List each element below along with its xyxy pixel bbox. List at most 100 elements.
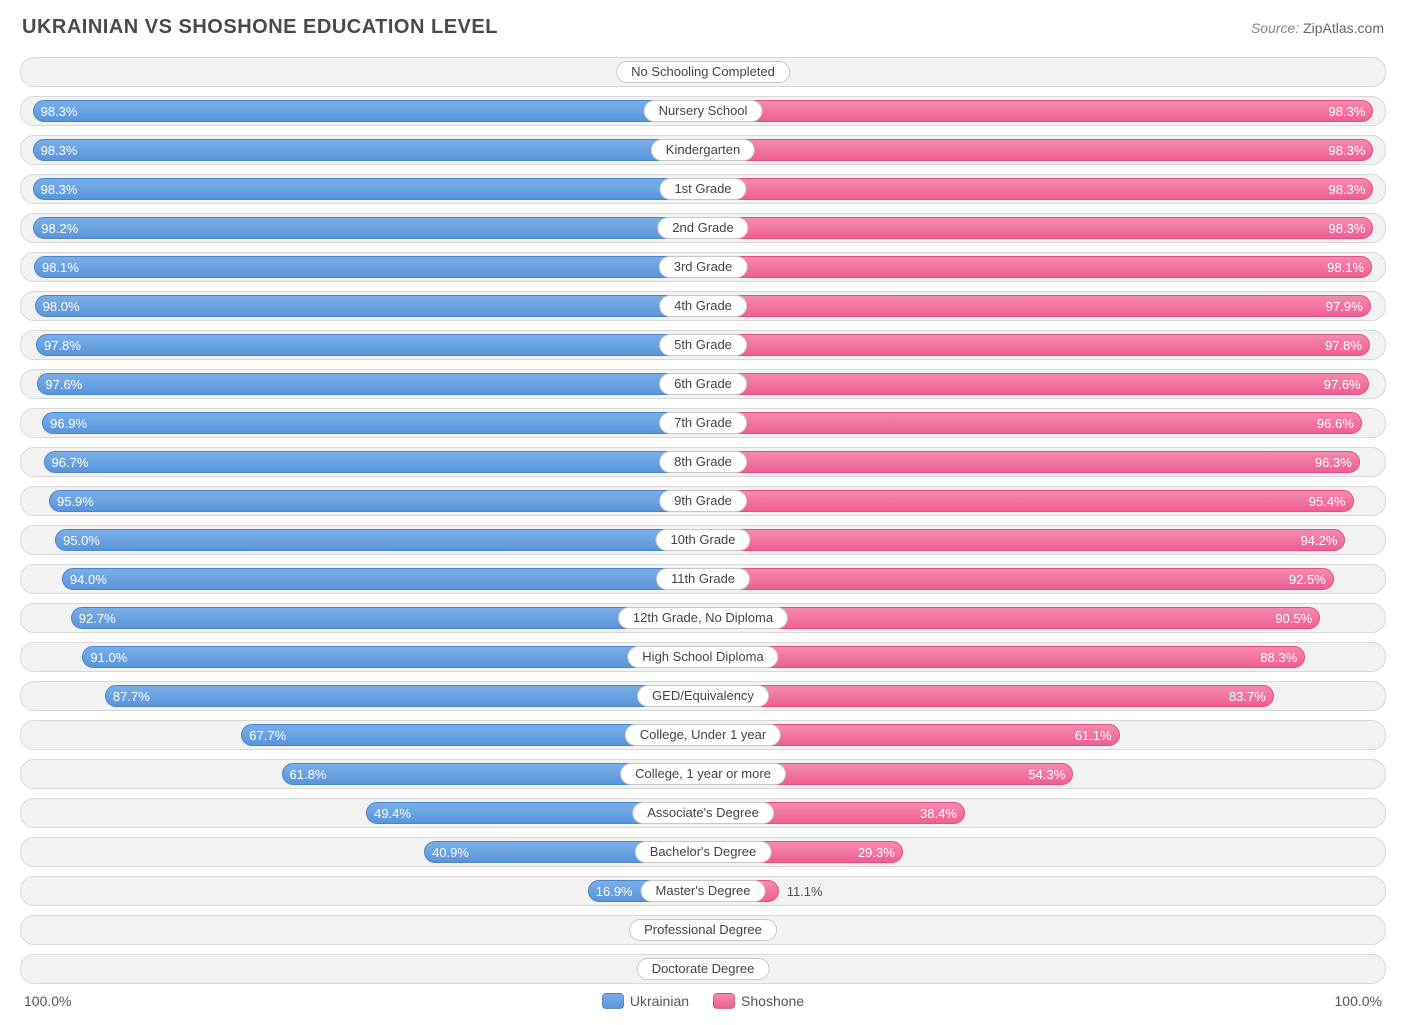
chart-row: 2.1%1.4%Doctorate Degree xyxy=(20,954,1386,984)
category-label: 5th Grade xyxy=(659,334,747,356)
value-right: 96.3% xyxy=(1307,448,1360,476)
category-label: Kindergarten xyxy=(651,139,755,161)
bar-left xyxy=(33,100,703,122)
value-right: 88.3% xyxy=(1252,643,1305,671)
value-left: 98.3% xyxy=(33,136,86,164)
category-label: GED/Equivalency xyxy=(637,685,769,707)
chart-row: 98.2% 98.3% 2nd Grade xyxy=(20,213,1386,243)
value-left: 94.0% xyxy=(62,565,115,593)
bar-right xyxy=(703,646,1305,668)
legend-item-left: Ukrainian xyxy=(602,993,689,1009)
bar-right xyxy=(703,100,1373,122)
value-right: 98.3% xyxy=(1321,136,1374,164)
value-right: 90.5% xyxy=(1267,604,1320,632)
value-right: 38.4% xyxy=(912,799,965,827)
bar-left xyxy=(62,568,703,590)
bar-right xyxy=(703,295,1371,317)
category-label: 2nd Grade xyxy=(657,217,748,239)
chart-row: 96.9% 96.6% 7th Grade xyxy=(20,408,1386,438)
bar-right xyxy=(703,139,1373,161)
chart-row: 67.7%61.1%College, Under 1 year xyxy=(20,720,1386,750)
category-label: 12th Grade, No Diploma xyxy=(618,607,788,629)
value-left: 95.9% xyxy=(49,487,102,515)
category-label: Associate's Degree xyxy=(632,802,774,824)
category-label: 3rd Grade xyxy=(659,256,748,278)
value-right: 83.7% xyxy=(1221,682,1274,710)
category-label: 11th Grade xyxy=(656,568,750,590)
chart-row: 98.0%97.9%4th Grade xyxy=(20,291,1386,321)
chart-row: 92.7%90.5%12th Grade, No Diploma xyxy=(20,603,1386,633)
bar-left xyxy=(33,178,703,200)
value-right: 96.6% xyxy=(1309,409,1362,437)
legend-swatch-right xyxy=(713,993,735,1009)
chart-row: 1.8%2.0%No Schooling Completed xyxy=(20,57,1386,87)
category-label: 4th Grade xyxy=(659,295,747,317)
value-right: 94.2% xyxy=(1293,526,1346,554)
value-right: 98.3% xyxy=(1321,214,1374,242)
chart-row: 61.8%54.3%College, 1 year or more xyxy=(20,759,1386,789)
bar-left xyxy=(82,646,703,668)
value-left: 87.7% xyxy=(105,682,158,710)
bar-right xyxy=(703,685,1274,707)
category-label: College, Under 1 year xyxy=(625,724,781,746)
bar-right xyxy=(703,256,1372,278)
bar-right xyxy=(703,178,1373,200)
value-left: 98.2% xyxy=(33,214,86,242)
chart-row: 98.3% 98.3% Kindergarten xyxy=(20,135,1386,165)
value-left: 97.6% xyxy=(37,370,90,398)
bar-left xyxy=(33,139,703,161)
value-left: 67.7% xyxy=(241,721,294,749)
category-label: 1st Grade xyxy=(659,178,746,200)
source-label: Source: xyxy=(1251,20,1299,36)
chart-row: 49.4% 38.4% Associate's Degree xyxy=(20,798,1386,828)
value-left: 61.8% xyxy=(282,760,335,788)
value-left: 16.9% xyxy=(588,877,641,905)
chart-header: UKRAINIAN VS SHOSHONE EDUCATION LEVEL So… xyxy=(20,16,1386,39)
value-right: 92.5% xyxy=(1281,565,1334,593)
category-label: 10th Grade xyxy=(655,529,750,551)
value-left: 98.3% xyxy=(33,97,86,125)
bar-left xyxy=(44,451,703,473)
chart-footer: 100.0% Ukrainian Shoshone 100.0% xyxy=(20,993,1386,1009)
chart-row: 96.7%96.3%8th Grade xyxy=(20,447,1386,477)
chart-title: UKRAINIAN VS SHOSHONE EDUCATION LEVEL xyxy=(22,16,498,39)
bar-right xyxy=(703,217,1373,239)
bar-right xyxy=(703,607,1320,629)
value-right: 97.6% xyxy=(1316,370,1369,398)
chart-row: 98.1%98.1%3rd Grade xyxy=(20,252,1386,282)
value-left: 49.4% xyxy=(366,799,419,827)
legend-label-right: Shoshone xyxy=(741,993,804,1009)
chart-row: 98.3%98.3%Nursery School xyxy=(20,96,1386,126)
bar-left xyxy=(42,412,703,434)
value-left: 98.0% xyxy=(35,292,88,320)
chart-row: 91.0% 88.3% High School Diploma xyxy=(20,642,1386,672)
value-left: 91.0% xyxy=(82,643,135,671)
value-left: 95.0% xyxy=(55,526,108,554)
chart-row: 97.6% 97.6% 6th Grade xyxy=(20,369,1386,399)
category-label: High School Diploma xyxy=(627,646,778,668)
value-left: 40.9% xyxy=(424,838,477,866)
bar-left xyxy=(34,256,703,278)
bar-right xyxy=(703,568,1334,590)
bar-right xyxy=(703,412,1362,434)
chart-row: 87.7% 83.7% GED/Equivalency xyxy=(20,681,1386,711)
chart-row: 94.0% 92.5% 11th Grade xyxy=(20,564,1386,594)
category-label: Bachelor's Degree xyxy=(635,841,772,863)
value-left: 96.9% xyxy=(42,409,95,437)
value-left: 98.3% xyxy=(33,175,86,203)
bar-left xyxy=(33,217,703,239)
value-right: 95.4% xyxy=(1301,487,1354,515)
diverging-bar-chart: 1.8%2.0%No Schooling Completed98.3%98.3%… xyxy=(20,57,1386,984)
value-right: 97.8% xyxy=(1317,331,1370,359)
category-label: 6th Grade xyxy=(659,373,747,395)
bar-left xyxy=(105,685,703,707)
axis-label-right: 100.0% xyxy=(1335,993,1382,1009)
bar-right xyxy=(703,373,1369,395)
value-right: 54.3% xyxy=(1020,760,1073,788)
bar-right xyxy=(703,451,1360,473)
category-label: No Schooling Completed xyxy=(616,61,790,83)
category-label: Nursery School xyxy=(644,100,763,122)
category-label: 7th Grade xyxy=(659,412,747,434)
legend-swatch-left xyxy=(602,993,624,1009)
chart-row: 40.9%29.3%Bachelor's Degree xyxy=(20,837,1386,867)
